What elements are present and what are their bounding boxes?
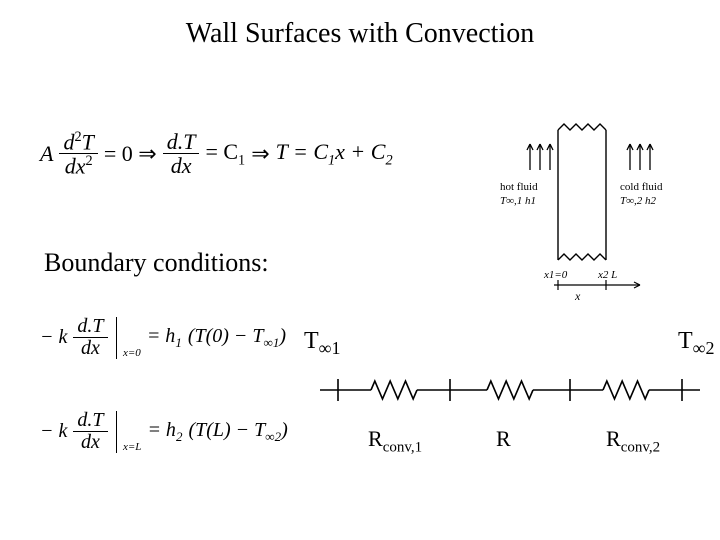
bc2-inf2: ∞2 bbox=[265, 429, 281, 444]
bc2-paren: (T(L) − T∞2) bbox=[188, 419, 287, 445]
R3-sub: conv,2 bbox=[621, 439, 660, 455]
T-inf-1-label: T∞1 bbox=[304, 328, 341, 359]
bc1-eqh: = h bbox=[147, 325, 176, 347]
bc1-inf1: ∞1 bbox=[264, 335, 280, 350]
eq-dT-top: d.T bbox=[163, 130, 200, 154]
eq-solution: T = C1x + C2 bbox=[276, 139, 393, 169]
T-inf-1-sub: ∞1 bbox=[319, 338, 341, 358]
bc2-paren-txt: (T(L) − T bbox=[188, 419, 265, 441]
eq-sub-2: 2 bbox=[385, 152, 392, 168]
bc2-minus-k: − k bbox=[40, 420, 67, 443]
T-inf-2-T: T bbox=[678, 328, 693, 354]
governing-equation: A d2T dx2 = 0 ⇒ d.T dx = C1 ⇒ T = C1x + … bbox=[40, 130, 393, 178]
boundary-condition-1: − k d.T dx x=0 = h1 (T(0) − T∞1) bbox=[40, 316, 286, 359]
eq-dT-dx: d.T dx bbox=[163, 130, 200, 177]
cold-fluid-label-l1: cold fluid bbox=[620, 181, 663, 193]
eq-dT-bot: dx bbox=[167, 154, 196, 177]
bc1-bar-sub: x=0 bbox=[123, 347, 141, 359]
bc2-dT-top: d.T bbox=[73, 410, 107, 432]
page-title: Wall Surfaces with Convection bbox=[0, 18, 720, 50]
circuit-svg bbox=[310, 330, 720, 490]
bc2-close: ) bbox=[281, 419, 288, 441]
eq-eqC1: = C1 bbox=[205, 139, 245, 169]
thermal-resistance-circuit: T ∞1 T∞2 Rconv,1 R Rconv,2 bbox=[310, 330, 720, 490]
eq-Tnum: T bbox=[82, 129, 94, 154]
R-conv-1-label: Rconv,1 bbox=[368, 426, 422, 456]
R-conv-2-label: Rconv,2 bbox=[606, 426, 660, 456]
eq-sup-2a: 2 bbox=[74, 129, 81, 145]
T-inf-2-sub: ∞2 bbox=[693, 338, 715, 358]
eq-sub-1a: 1 bbox=[238, 152, 245, 168]
bc2-eqh: = h bbox=[147, 419, 176, 441]
eq-A: A bbox=[40, 141, 53, 167]
eq-TeqC1: T = C bbox=[276, 139, 328, 164]
eq-eq0: = 0 ⇒ bbox=[104, 141, 157, 167]
R-cond-label: R bbox=[496, 426, 511, 456]
hot-fluid-label-l1: hot fluid bbox=[500, 181, 538, 193]
bc1-paren-txt: (T(0) − T bbox=[188, 325, 264, 347]
bc1-eval-bar bbox=[116, 317, 118, 359]
bc1-dT-dx: d.T dx bbox=[73, 316, 107, 359]
bc1-minus-k: − k bbox=[40, 326, 67, 349]
eq-d: d bbox=[63, 129, 74, 154]
R3: R bbox=[606, 426, 621, 451]
eq-d2T-dx2: d2T dx2 bbox=[59, 130, 97, 178]
eq-xplusC: x + C bbox=[335, 139, 385, 164]
x2-label: x2 L bbox=[597, 269, 617, 281]
bc1-dT-bot: dx bbox=[77, 338, 104, 359]
boundary-condition-2: − k d.T dx x=L = h2 (T(L) − T∞2) bbox=[40, 410, 288, 453]
x-axis-label: x bbox=[574, 289, 581, 303]
bc1-paren: (T(0) − T∞1) bbox=[188, 325, 286, 351]
eq-implies: ⇒ bbox=[251, 141, 269, 167]
bc2-dT-dx: d.T dx bbox=[73, 410, 107, 453]
R2: R bbox=[496, 426, 511, 451]
eq-sup-2b: 2 bbox=[85, 153, 92, 169]
bc1-eq-h: = h1 bbox=[147, 325, 182, 351]
bc2-h-sub: 2 bbox=[176, 429, 183, 444]
cold-fluid-label-l2: T∞,2 h2 bbox=[620, 195, 656, 207]
T-inf-1-T: T bbox=[304, 328, 319, 354]
wall-schematic-diagram: hot fluid T∞,1 h1 cold fluid T∞,2 h2 x1=… bbox=[470, 110, 690, 320]
bc2-eq-h: = h2 bbox=[147, 419, 182, 445]
bc1-dT-top: d.T bbox=[73, 316, 107, 338]
R1: R bbox=[368, 426, 383, 451]
eq-eqC1-txt: = C bbox=[205, 139, 238, 164]
x1-label: x1=0 bbox=[543, 269, 568, 281]
eq-dx: dx bbox=[65, 154, 86, 179]
T-inf-2-label: T∞2 bbox=[678, 328, 715, 359]
bc1-close: ) bbox=[279, 325, 286, 347]
bc2-eval-bar bbox=[116, 411, 118, 453]
bc1-h-sub: 1 bbox=[175, 335, 182, 350]
bc2-bar-sub: x=L bbox=[123, 441, 141, 453]
R1-sub: conv,1 bbox=[383, 439, 422, 455]
hot-fluid-label-l2: T∞,1 h1 bbox=[500, 195, 536, 207]
bc2-dT-bot: dx bbox=[77, 432, 104, 453]
boundary-conditions-heading: Boundary conditions: bbox=[44, 248, 269, 278]
